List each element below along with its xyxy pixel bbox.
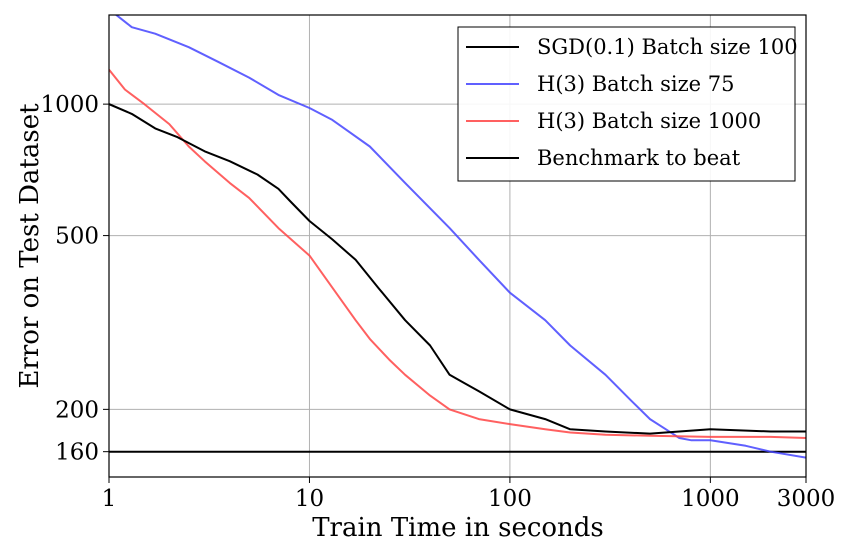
series-line-2 [114,15,806,459]
x-tick-label: 1000 [681,486,740,512]
legend-box [457,26,796,182]
ticks: 1 10 100 1000 3000 160 200 500 1000 [40,92,835,512]
series-line-3 [109,68,806,439]
y-tick-label: 1000 [40,92,99,118]
x-tick-label: 1 [102,486,117,512]
legend-entry-label: H(3) Batch size 75 [537,72,734,96]
legend-entry-label: H(3) Batch size 1000 [537,109,761,133]
x-tick-label: 100 [488,486,532,512]
series-layer [109,15,806,459]
y-axis-label: Error on Test Dataset [15,103,45,389]
y-tick-label: 500 [55,224,99,250]
legend: SGD(0.1) Batch size 100 H(3) Batch size 7… [457,26,798,182]
x-axis-label: Train Time in seconds [312,513,604,537]
y-tick-label: 200 [55,397,99,423]
x-tick-label: 10 [295,486,324,512]
plot-frame [108,14,807,478]
series-line-1 [109,103,806,435]
legend-entry-label: Benchmark to beat [537,146,741,170]
y-tick-label: 160 [55,440,99,466]
x-tick-label: 3000 [777,486,836,512]
legend-entry-label: SGD(0.1) Batch size 100 [537,35,798,59]
